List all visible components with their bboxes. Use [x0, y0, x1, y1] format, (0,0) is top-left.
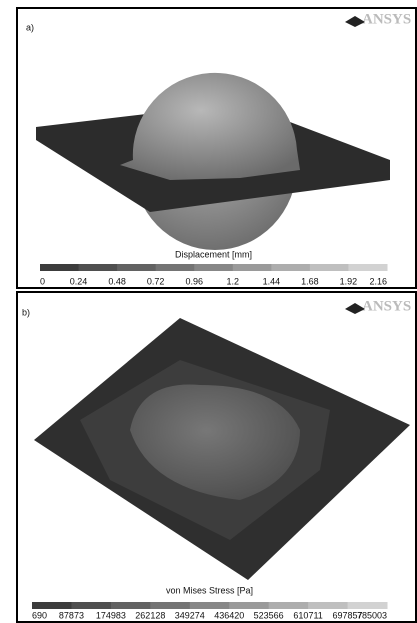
colorbar-segment [150, 602, 190, 609]
colorbar-segment [71, 602, 111, 609]
panel-label: a) [26, 22, 34, 32]
colorbar-label: 690 [32, 610, 47, 620]
colorbar-label: 610711 [293, 610, 322, 620]
colorbar-label: 1.68 [301, 276, 319, 286]
colorbar-segment [156, 264, 195, 271]
colorbar-label: 436420 [214, 610, 244, 620]
colorbar-label: 1.92 [340, 276, 358, 286]
logo: ANSYS [362, 298, 411, 314]
colorbar-label: 1.2 [227, 276, 240, 286]
colorbar-label: 0.72 [147, 276, 165, 286]
colorbar-label: 0 [40, 276, 45, 286]
colorbar-label: 0.96 [185, 276, 203, 286]
colorbar-segment [79, 264, 118, 271]
colorbar-segment [117, 264, 156, 271]
colorbar-label: 87873 [59, 610, 84, 620]
colorbar-label: 262128 [135, 610, 165, 620]
colorbar-label: 174983 [96, 610, 126, 620]
colorbar-label: 523566 [254, 610, 284, 620]
colorbar-segment [308, 602, 348, 609]
colorbar-segment [310, 264, 349, 271]
figure: a) ANSYS b) ANSYS Displacement [mm] 0 0.24… [0, 0, 417, 623]
colorbar-segment [271, 264, 310, 271]
panel-label: b) [22, 307, 30, 317]
colorbar-label: 2.16 [369, 276, 387, 286]
colorbar-title: Displacement [mm] [175, 249, 252, 259]
colorbar-segment [348, 602, 388, 609]
colorbar-label: 349274 [175, 610, 205, 620]
colorbar-segment [40, 264, 79, 271]
colorbar-segment [194, 264, 233, 271]
colorbar-label: 1.44 [263, 276, 281, 286]
colorbar-label: 0.48 [108, 276, 126, 286]
colorbar-segment [229, 602, 269, 609]
colorbar-label: 785003 [357, 610, 387, 620]
colorbar-label: 0.24 [70, 276, 88, 286]
logo: ANSYS [362, 11, 411, 27]
colorbar-segment [111, 602, 151, 609]
colorbar-title: von Mises Stress [Pa] [166, 585, 253, 595]
colorbar-segment [348, 264, 387, 271]
colorbar-segment [190, 602, 230, 609]
colorbar-segment [32, 602, 72, 609]
colorbar-segment [233, 264, 272, 271]
colorbar-segment [269, 602, 309, 609]
